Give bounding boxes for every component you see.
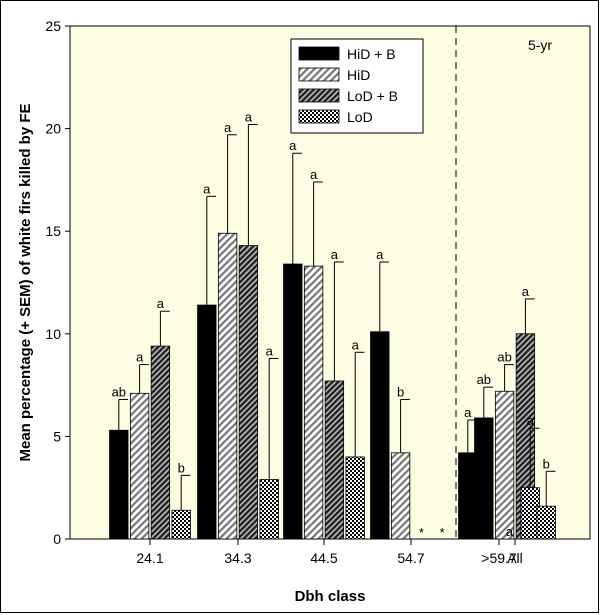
bar	[390, 452, 411, 540]
significance-letter: a	[376, 247, 384, 262]
bar	[197, 304, 217, 540]
significance-letter: a	[157, 296, 165, 311]
significance-letter: *	[419, 525, 424, 540]
significance-letter: a	[136, 350, 144, 365]
significance-letter: a	[310, 167, 318, 182]
legend-swatch	[298, 88, 340, 103]
bar	[259, 479, 279, 540]
bar	[536, 505, 556, 540]
significance-letter: b	[178, 460, 185, 475]
bar	[474, 417, 494, 540]
legend: HiD + B HiD LoD + B LoD	[290, 38, 424, 134]
significance-letter: a	[464, 405, 472, 420]
significance-letter: a	[527, 413, 535, 428]
bar	[238, 245, 259, 540]
bar	[324, 380, 345, 540]
legend-label: LoD + B	[347, 88, 398, 104]
bar	[370, 331, 390, 540]
bar	[171, 509, 191, 540]
y-tick-label: 10	[45, 326, 61, 342]
x-axis-title: Dbh class	[295, 588, 366, 605]
legend-label: HiD	[347, 67, 370, 83]
x-tick-label: 34.3	[224, 550, 251, 566]
legend-label: HiD + B	[347, 46, 396, 62]
bar	[303, 265, 324, 540]
bar	[283, 263, 303, 540]
y-axis: 0 5 10 15 20 25	[45, 18, 70, 547]
legend-label: LoD	[347, 109, 373, 125]
x-tick-label: 44.5	[310, 550, 337, 566]
bar-series	[109, 232, 556, 540]
significance-letter: b	[397, 384, 404, 399]
significance-letter: a	[266, 343, 274, 358]
significance-letter: b	[543, 456, 550, 471]
bar	[129, 392, 150, 540]
significance-letter: a	[245, 109, 253, 124]
significance-letter: a	[506, 524, 514, 539]
y-tick-label: 25	[45, 18, 61, 34]
legend-swatch	[298, 46, 340, 61]
legend-swatch	[298, 67, 340, 82]
y-tick-label: 0	[53, 531, 61, 547]
significance-letter: a	[331, 247, 339, 262]
bar	[345, 456, 365, 540]
x-tick-label: 24.1	[136, 550, 163, 566]
x-tick-label: All	[507, 550, 523, 566]
significance-letter: a	[485, 524, 493, 539]
significance-letter: a	[203, 181, 211, 196]
significance-letter: a	[224, 120, 232, 135]
bar	[494, 390, 515, 540]
legend-swatch	[298, 109, 340, 124]
y-tick-label: 15	[45, 223, 61, 239]
y-axis-title: Mean percentage (+ SEM) of white firs ki…	[17, 104, 34, 462]
x-tick-label: 54.7	[397, 550, 424, 566]
bar	[217, 232, 238, 540]
x-tick-label: >59.7	[481, 550, 517, 566]
y-tick-label: 5	[53, 428, 61, 444]
y-tick-label: 20	[45, 121, 61, 137]
panel-label: 5-yr	[528, 37, 552, 53]
significance-letter: *	[440, 525, 445, 540]
error-bars	[118, 123, 556, 511]
significance-letter: a	[289, 138, 297, 153]
significance-letter: ab	[112, 384, 126, 399]
bar	[150, 345, 171, 540]
significance-letter: ab	[497, 350, 511, 365]
significance-letter: ab	[477, 372, 491, 387]
bar	[109, 429, 129, 540]
significance-letter: a	[522, 284, 530, 299]
significance-letter: a	[352, 337, 360, 352]
